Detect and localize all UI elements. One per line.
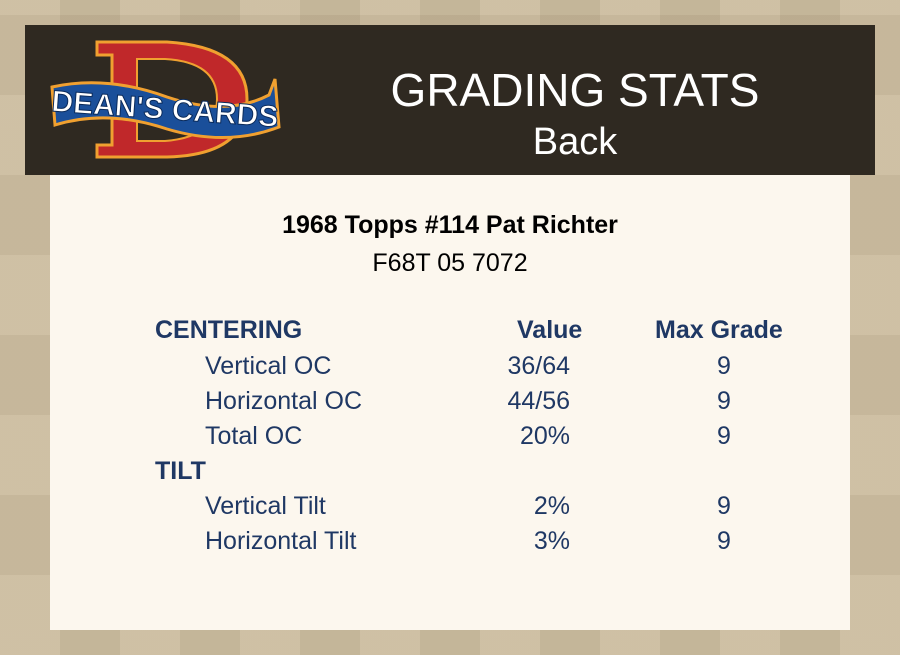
value-header: Value xyxy=(517,316,583,344)
row-grade: 9 xyxy=(717,352,731,380)
row-value: 20% xyxy=(519,422,570,450)
page-subtitle: Back xyxy=(532,121,618,163)
row-label: Vertical Tilt xyxy=(205,492,326,520)
table-row: Total OC 20% 9 xyxy=(50,422,850,457)
row-label: Vertical OC xyxy=(205,352,332,380)
stats-panel: 1968 Topps #114 Pat Richter F68T 05 7072… xyxy=(50,175,850,630)
card-name: 1968 Topps #114 Pat Richter xyxy=(282,211,618,239)
row-value: 3% xyxy=(533,527,570,555)
table-row: Horizontal OC 44/56 9 xyxy=(50,387,850,422)
row-grade: 9 xyxy=(717,527,731,555)
card-code: F68T 05 7072 xyxy=(372,249,528,277)
row-label: Total OC xyxy=(205,422,303,450)
row-value: 36/64 xyxy=(507,352,570,380)
row-label: Horizontal Tilt xyxy=(205,527,357,555)
header: DEAN'S CARDS GRADING STATS Back xyxy=(25,25,875,175)
table-row: Horizontal Tilt 3% 9 xyxy=(50,527,850,562)
section-header-centering: CENTERING Value Max Grade xyxy=(50,316,850,351)
row-grade: 9 xyxy=(717,387,731,415)
table-row: Vertical Tilt 2% 9 xyxy=(50,492,850,527)
max-grade-header: Max Grade xyxy=(655,316,783,344)
row-grade: 9 xyxy=(717,492,731,520)
table-row: Vertical OC 36/64 9 xyxy=(50,352,850,387)
row-value: 2% xyxy=(533,492,570,520)
row-value: 44/56 xyxy=(507,387,570,415)
section-header-tilt: TILT xyxy=(50,457,850,492)
page-title: GRADING STATS xyxy=(390,64,760,116)
row-label: Horizontal OC xyxy=(205,387,362,415)
section-heading: CENTERING xyxy=(155,316,303,344)
deans-cards-logo: DEAN'S CARDS xyxy=(50,40,281,159)
section-heading: TILT xyxy=(155,457,206,485)
row-grade: 9 xyxy=(717,422,731,450)
